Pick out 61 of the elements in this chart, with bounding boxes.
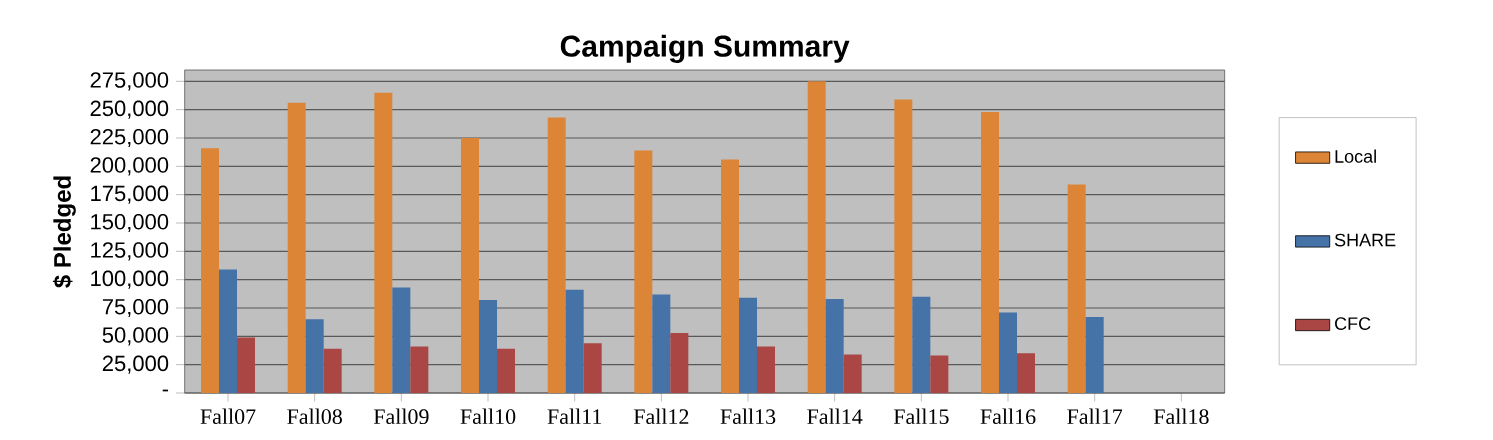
y-tick-label: 175,000 bbox=[91, 185, 169, 204]
bar bbox=[721, 159, 739, 393]
legend-label: SHARE bbox=[1334, 233, 1396, 247]
bar bbox=[461, 138, 479, 393]
bar bbox=[237, 337, 255, 393]
bar bbox=[807, 81, 826, 393]
y-tick-label: 125,000 bbox=[91, 242, 169, 261]
x-tick-label: Fall13 bbox=[720, 408, 776, 425]
y-tick-label: 250,000 bbox=[90, 100, 169, 119]
bar bbox=[565, 289, 584, 393]
bar bbox=[287, 102, 306, 393]
x-tick-label: Fall17 bbox=[1067, 408, 1123, 425]
x-tick-label: Fall16 bbox=[980, 408, 1036, 425]
bar bbox=[305, 319, 324, 393]
bar bbox=[374, 92, 393, 393]
y-tick-label: 200,000 bbox=[90, 157, 169, 176]
bar bbox=[1017, 353, 1036, 393]
y-tick-label: 25,000 bbox=[102, 355, 169, 374]
legend-label: Local bbox=[1335, 149, 1376, 163]
bar bbox=[219, 269, 238, 393]
x-tick-label: Fall09 bbox=[373, 408, 429, 425]
y-tick-label: 275,000 bbox=[90, 72, 169, 91]
bar bbox=[670, 332, 689, 393]
bar bbox=[201, 148, 219, 393]
x-tick-label: Fall14 bbox=[807, 408, 863, 425]
legend-label: CFC bbox=[1335, 317, 1371, 330]
bar bbox=[739, 297, 758, 393]
x-tick-label: Fall18 bbox=[1153, 408, 1209, 425]
bar bbox=[1067, 184, 1086, 393]
bar bbox=[981, 111, 999, 393]
bar bbox=[392, 287, 411, 393]
bar bbox=[999, 312, 1018, 393]
bar bbox=[757, 346, 776, 393]
chart-title: Campaign Summary bbox=[560, 34, 850, 63]
y-tick-label: 225,000 bbox=[90, 128, 169, 148]
y-tick-label: 50,000 bbox=[102, 327, 169, 346]
x-tick-label: Fall10 bbox=[460, 408, 516, 425]
x-tick-label: Fall08 bbox=[287, 408, 342, 425]
bar bbox=[583, 343, 602, 393]
bar bbox=[410, 346, 429, 393]
x-tick-label: Fall15 bbox=[893, 408, 949, 425]
bar bbox=[930, 355, 949, 393]
y-tick-label: 100,000 bbox=[91, 270, 169, 289]
bar bbox=[894, 99, 913, 393]
y-axis-title: $ Pledged bbox=[52, 176, 76, 288]
bar bbox=[497, 348, 516, 393]
bar bbox=[634, 150, 653, 393]
y-tick-label: 150,000 bbox=[91, 213, 169, 233]
x-tick-label: Fall12 bbox=[633, 408, 689, 425]
bar bbox=[1085, 317, 1104, 393]
bar bbox=[652, 294, 671, 393]
x-tick-label: Fall07 bbox=[200, 408, 256, 425]
y-tick-label: - bbox=[162, 389, 169, 392]
bar bbox=[843, 354, 862, 393]
y-tick-label: 75,000 bbox=[102, 298, 169, 318]
bar bbox=[825, 298, 844, 393]
bar bbox=[912, 296, 931, 393]
bar bbox=[323, 348, 342, 393]
bar bbox=[479, 300, 498, 393]
bar bbox=[547, 117, 566, 393]
x-tick-label: Fall11 bbox=[547, 408, 602, 425]
